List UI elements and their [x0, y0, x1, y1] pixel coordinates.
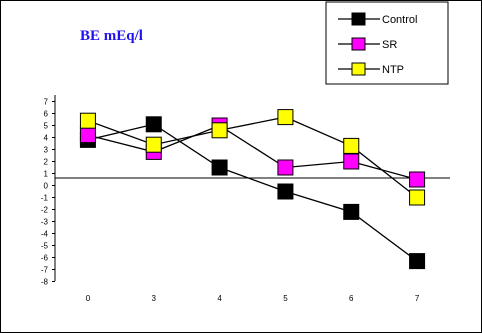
y-tick-label: 6 — [44, 110, 49, 119]
data-point-marker — [211, 122, 228, 139]
x-ticks: 0 3 4 5 6 7 — [86, 294, 420, 303]
legend-item: Control — [338, 12, 417, 26]
series-control — [79, 116, 426, 270]
data-point-marker — [277, 159, 294, 176]
legend-item: SR — [338, 37, 397, 51]
y-tick-label: -2 — [41, 206, 49, 215]
y-tick-label: 1 — [44, 170, 49, 179]
x-tick-label: 4 — [217, 294, 222, 303]
data-point-marker — [277, 109, 294, 126]
legend-box — [325, 1, 449, 85]
y-tick-label: 7 — [44, 98, 49, 107]
y-tick-label: 5 — [44, 122, 49, 131]
legend: Control SR NTP — [325, 1, 449, 85]
x-tick-label: 6 — [349, 294, 354, 303]
legend-marker — [351, 12, 366, 26]
y-tick-label: -5 — [41, 242, 49, 251]
legend-marker — [351, 37, 366, 51]
data-point-marker — [343, 203, 360, 220]
legend-label: SR — [382, 39, 397, 51]
data-point-marker — [409, 171, 426, 188]
data-point-marker — [145, 116, 162, 133]
legend-label: NTP — [382, 64, 404, 76]
data-point-marker — [79, 112, 96, 129]
data-point-marker — [211, 159, 228, 176]
series-line — [87, 116, 418, 199]
plot-area: 7 6 5 4 3 2 1 0 -1 -2 -3 -4 -5 -6 -7 -8 0 3 4 5 6 7 — [41, 95, 450, 303]
y-tick-label: 0 — [44, 182, 49, 191]
legend-label: Control — [382, 14, 417, 26]
data-point-marker — [343, 137, 360, 154]
x-tick-label: 7 — [415, 294, 420, 303]
x-tick-label: 5 — [283, 294, 288, 303]
series-layer — [79, 109, 426, 270]
y-tick-label: 2 — [44, 158, 49, 167]
chart-title: BE mEq/l — [80, 28, 143, 44]
series-line — [87, 124, 418, 181]
data-point-marker — [277, 183, 294, 200]
y-tick-label: -7 — [41, 266, 49, 275]
data-point-marker — [79, 127, 96, 144]
y-tick-label: -1 — [41, 194, 49, 203]
data-point-marker — [343, 153, 360, 170]
y-tick-label: -8 — [41, 278, 49, 287]
x-tick-label: 3 — [152, 294, 157, 303]
x-tick-label: 0 — [86, 294, 91, 303]
series-sr — [79, 117, 426, 188]
series-ntp — [79, 109, 426, 206]
series-line — [87, 123, 418, 262]
y-tick-label: -4 — [41, 230, 49, 239]
data-point-marker — [409, 189, 426, 206]
data-point-marker — [145, 136, 162, 153]
y-tick-label: 4 — [44, 134, 49, 143]
y-tick-label: 3 — [44, 146, 49, 155]
y-tick-label: -3 — [41, 218, 49, 227]
y-tick-label: -6 — [41, 254, 49, 263]
data-point-marker — [409, 253, 426, 270]
legend-item: NTP — [338, 62, 404, 76]
legend-marker — [351, 62, 366, 76]
y-ticks: 7 6 5 4 3 2 1 0 -1 -2 -3 -4 -5 -6 -7 -8 — [41, 98, 55, 287]
